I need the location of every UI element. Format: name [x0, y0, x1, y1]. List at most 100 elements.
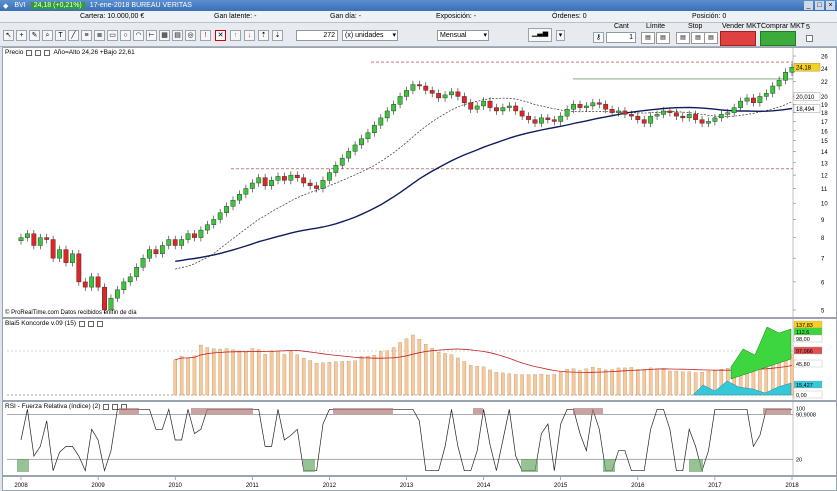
cant-input[interactable]: 1	[606, 32, 636, 43]
panel-square-icon[interactable]	[79, 320, 86, 327]
koncorde-panel-title: Blai5 Koncorde v.09 (15)	[5, 320, 77, 327]
candle-down	[307, 182, 313, 186]
price-tick-label: 11	[821, 187, 828, 193]
koncorde-bar	[501, 372, 505, 396]
alert-tool-icon[interactable]: !	[200, 30, 211, 41]
close-button[interactable]: ×	[826, 1, 835, 10]
close-arrow-icon[interactable]: ⇣	[272, 30, 283, 41]
minimize-button[interactable]: _	[804, 1, 813, 10]
panel-square-icon[interactable]	[97, 320, 104, 327]
koncorde-bar	[224, 348, 229, 396]
panel-square-icon[interactable]	[26, 49, 33, 56]
koncorde-bar	[488, 369, 492, 396]
candle-down	[699, 119, 705, 124]
price-badge: 24,18 (+0,21%)	[30, 2, 85, 9]
panel-square-icon[interactable]	[88, 320, 95, 327]
units-select[interactable]: (x) unidades ▾	[342, 30, 398, 41]
grid-tool-icon[interactable]: ▤	[172, 30, 183, 41]
stop-sell-button[interactable]: ▤	[691, 32, 705, 44]
koncorde-value-label: 45,80	[796, 362, 810, 368]
candle-down	[429, 90, 435, 94]
quantity-field[interactable]: 272	[296, 30, 338, 41]
panel-square-icon[interactable]	[35, 49, 42, 56]
koncorde-bar	[301, 358, 306, 396]
pencil-tool-icon[interactable]: ✎	[29, 30, 40, 41]
ordenes-label: Órdenes: 0	[552, 13, 587, 20]
delete-drawings-icon[interactable]: ✕	[215, 30, 226, 41]
koncorde-panel-header: Blai5 Koncorde v.09 (15)	[5, 320, 104, 327]
stop-extra-button[interactable]: ▤	[704, 32, 718, 44]
text-tool-icon[interactable]: T	[55, 30, 66, 41]
price-badge-label: 24,18	[796, 66, 812, 72]
period-select[interactable]: Mensual ▾	[437, 30, 489, 41]
ellipse-tool-icon[interactable]: ○	[120, 30, 131, 41]
koncorde-bar	[462, 361, 467, 396]
koncorde-bar	[681, 371, 685, 396]
channel-tool-icon[interactable]: ≡	[81, 30, 92, 41]
koncorde-cyan-area	[692, 380, 792, 396]
candle-up	[352, 144, 358, 152]
chart-type-chevron-icon[interactable]: ▾	[556, 30, 565, 41]
candle-up	[776, 80, 782, 87]
rectangle-tool-icon[interactable]: ▭	[107, 30, 118, 41]
arc-tool-icon[interactable]: ◠	[133, 30, 144, 41]
candle-up	[166, 239, 172, 246]
comprar-mkt-button[interactable]	[760, 31, 796, 46]
ruler-tool-icon[interactable]: ▦	[159, 30, 170, 41]
key-icon[interactable]: ⚷	[593, 32, 604, 43]
candle-down	[416, 84, 422, 87]
cursor-tool-icon[interactable]: ↖	[3, 30, 14, 41]
rsi-panel[interactable]: RSI - Fuerza Relativa (índice) (2) 100 90…	[2, 401, 837, 476]
koncorde-bar	[558, 371, 563, 396]
limite-buy-button[interactable]: ▤	[641, 32, 655, 44]
koncorde-bar	[687, 371, 691, 396]
rsi-panel-title: RSI - Fuerza Relativa (índice) (2)	[5, 403, 101, 410]
price-panel[interactable]: Precio Año=Alto 24,26 +Bajo 22,61 26 24 22…	[2, 47, 837, 318]
rsi-axis-label: 20	[796, 458, 802, 464]
koncorde-bar	[481, 366, 486, 396]
price-tick-label: 19	[821, 103, 828, 109]
candle-down	[423, 85, 429, 91]
koncorde-bar	[211, 348, 216, 396]
vender-mkt-button[interactable]	[720, 31, 756, 46]
maximize-button[interactable]: □	[815, 1, 824, 10]
comprar-label: Comprar MKT	[761, 23, 805, 30]
crosshair-tool-icon[interactable]: +	[16, 30, 27, 41]
candle-up	[616, 110, 621, 113]
panel-square-icon[interactable]	[103, 403, 110, 410]
window-title: 17-ene-2018 BUREAU VERITAS	[89, 2, 192, 9]
right-checkbox[interactable]	[806, 35, 813, 42]
koncorde-value-box	[793, 390, 823, 399]
koncorde-bar	[610, 369, 614, 396]
panel-square-icon[interactable]	[112, 403, 119, 410]
candle-up	[89, 276, 95, 288]
candle-down	[603, 104, 609, 110]
exit-arrow-icon[interactable]: ⇡	[258, 30, 269, 41]
buy-arrow-icon[interactable]: ↑	[230, 30, 241, 41]
zoom-tool-icon[interactable]: ⌕	[42, 30, 53, 41]
koncorde-bar	[321, 362, 325, 396]
fibonacci-tool-icon[interactable]: ≣	[94, 30, 105, 41]
candle-down	[172, 239, 178, 246]
limite-sell-button[interactable]: ▤	[656, 32, 670, 44]
candle-up	[217, 212, 223, 220]
candle-up	[539, 117, 544, 124]
rsi-overbought-zone	[763, 408, 791, 415]
panel-square-icon[interactable]	[44, 49, 51, 56]
koncorde-panel[interactable]: Blai5 Koncorde v.09 (15) 137,83 112,6 98,0…	[2, 318, 837, 401]
target-tool-icon[interactable]: ◎	[185, 30, 196, 41]
price-tick-label: 14	[821, 150, 828, 156]
line-tool-icon[interactable]: ╱	[68, 30, 79, 41]
price-chart[interactable]: 26 24 22 20 19 18 17 16 15 14 13 12 11 10 9 8 7 6 5 24,18 20…	[3, 48, 836, 317]
candle-down	[622, 110, 628, 115]
sell-arrow-icon[interactable]: ↓	[244, 30, 255, 41]
stop-buy-button[interactable]: ▤	[676, 32, 690, 44]
koncorde-bar	[276, 351, 280, 396]
gan-latente-label: Gan latente: -	[214, 13, 257, 20]
candle-up	[359, 138, 364, 146]
measure-tool-icon[interactable]: ⊢	[146, 30, 157, 41]
koncorde-bar	[256, 349, 261, 396]
chart-type-button[interactable]: ▁▃▅	[528, 28, 552, 42]
